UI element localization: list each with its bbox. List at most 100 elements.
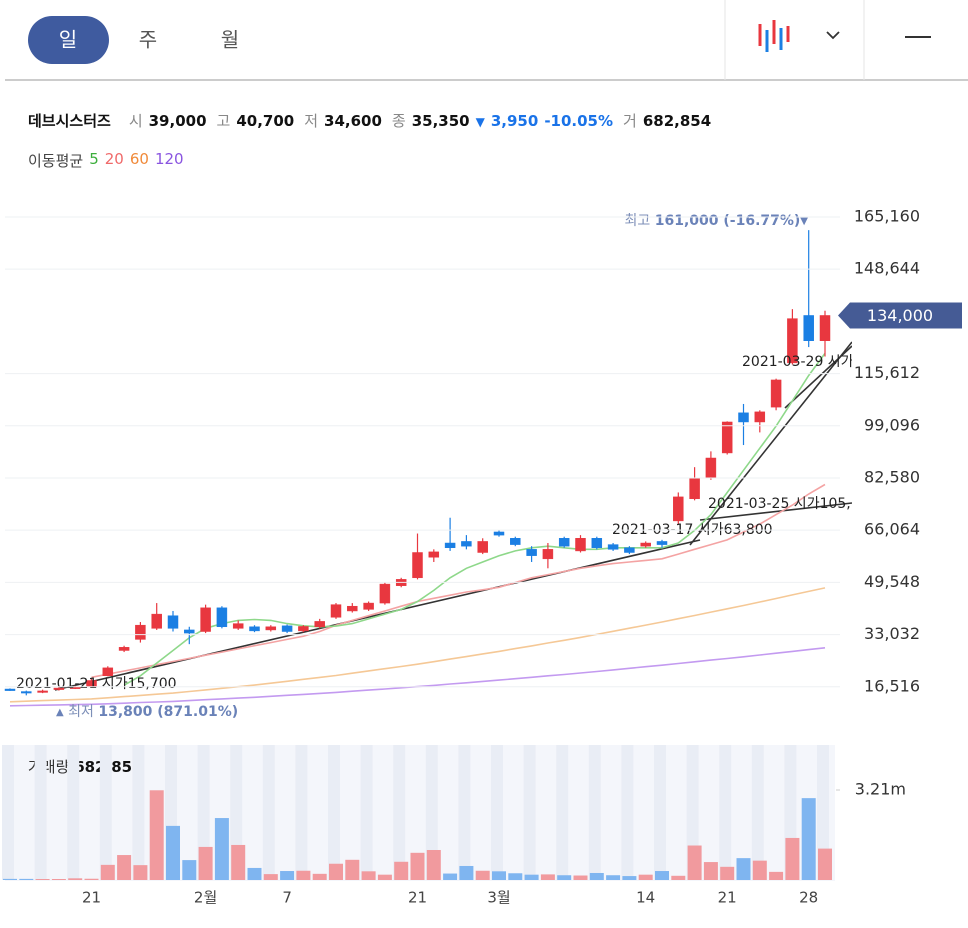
volume-bar	[312, 873, 327, 880]
volume-bar	[703, 862, 718, 880]
volume-bar	[443, 873, 458, 880]
candle-body	[298, 626, 309, 632]
chart-type-button[interactable]	[758, 20, 790, 52]
change: 3,950	[490, 112, 539, 130]
candle-body	[102, 667, 114, 677]
x-tick-label: 21	[82, 889, 101, 907]
volume-stripe	[99, 745, 112, 880]
ma-line	[9, 587, 826, 703]
volume-bar	[655, 871, 669, 880]
volume-stripe	[751, 745, 764, 880]
candle-body	[118, 647, 130, 651]
legend-entry: 120	[154, 150, 184, 168]
candle-body	[232, 623, 244, 629]
low-arrow: ▲	[56, 707, 64, 718]
y-tick-label: 49,548	[864, 572, 920, 591]
low-value: 13,800 (871.01%)	[98, 704, 238, 720]
candle-body	[21, 691, 32, 694]
volume-stripe	[817, 745, 829, 880]
candle-body	[167, 615, 179, 629]
volume-bar	[214, 818, 229, 880]
volume-bar	[394, 861, 409, 880]
candle-body	[477, 541, 488, 553]
volume-bar	[296, 870, 311, 880]
volume-bar	[622, 876, 637, 880]
volume-bar	[117, 855, 132, 880]
candle-body	[4, 688, 16, 691]
x-tick-label: 3월	[487, 889, 510, 907]
volume-bar	[785, 837, 800, 880]
volume-stripe	[360, 745, 373, 880]
volume-bar	[280, 871, 295, 880]
volume-stripe	[458, 745, 471, 880]
candle-body	[510, 538, 521, 545]
volume-value: 682,854	[642, 112, 712, 130]
candle-body	[640, 542, 651, 547]
volume-bar	[3, 878, 17, 880]
ma-title: 이동평균	[28, 152, 84, 170]
volume-bar	[19, 878, 34, 880]
candle-body	[721, 421, 733, 454]
volume-bar	[671, 875, 686, 880]
ma-legend: 이동평균 5 20 60 120	[28, 150, 184, 171]
volume-bar	[687, 845, 702, 880]
period-tab[interactable]: 주	[139, 28, 157, 52]
x-tick-label: 21	[718, 889, 737, 907]
x-tick-label: 14	[636, 889, 655, 907]
volume-stripe	[34, 745, 47, 880]
volume-bar	[361, 871, 376, 880]
period-tab[interactable]: 월	[221, 28, 239, 52]
field-value: 35,350	[411, 112, 470, 130]
volume-bar	[524, 874, 539, 880]
candle-body	[37, 690, 48, 693]
volume-stripe	[2, 745, 14, 880]
y-tick-label: 16,516	[864, 676, 920, 695]
volume-stripe	[588, 745, 601, 880]
y-tick-label: 165,160	[854, 206, 920, 225]
y-tick-label: 115,612	[854, 363, 920, 382]
volume-label: 거래량	[28, 758, 70, 776]
y-tick-label: 148,644	[854, 259, 920, 278]
low-label: 최저	[68, 704, 94, 720]
y-tick-label: 33,032	[864, 624, 920, 643]
volume-bar	[68, 878, 83, 880]
volume-label: 거	[623, 112, 637, 130]
low-annotation: ▲ 최저 13,800 (871.01%)	[56, 704, 238, 720]
candle-body	[265, 626, 277, 631]
volume-bar	[540, 874, 555, 880]
volume-bar	[769, 871, 784, 880]
volume-bar	[377, 874, 392, 880]
volume-bar	[720, 866, 735, 880]
high-arrow: ▼	[800, 216, 808, 227]
y-tick-label: 66,064	[864, 520, 920, 539]
candle-body	[575, 538, 586, 552]
volume-bar	[166, 825, 180, 880]
volume-bar	[818, 848, 832, 880]
volume-bar	[35, 879, 50, 880]
ma-line	[123, 352, 826, 686]
candle-body	[787, 318, 798, 364]
volume-bar	[51, 879, 66, 880]
y-tick-label: 82,580	[864, 467, 920, 486]
dropdown-chevron[interactable]	[826, 31, 840, 40]
volume-stripe	[491, 745, 503, 880]
volume-bar	[606, 875, 621, 880]
stock-name: 데브시스터즈	[28, 112, 111, 130]
trend-lines	[54, 341, 852, 691]
active-tab-bg	[28, 16, 109, 64]
volume-bar	[475, 870, 490, 880]
volume-stripe	[197, 745, 210, 880]
volume-stripe	[328, 745, 340, 880]
period-tab[interactable]: 일	[59, 28, 77, 52]
trend-label: 2021-01-21 시가15,700	[16, 676, 177, 692]
volume-bar	[100, 864, 115, 880]
candle-body	[607, 544, 619, 550]
volume-bar	[329, 863, 343, 880]
volume-bar	[410, 852, 425, 880]
volume-stripe	[556, 745, 569, 880]
field-value: 34,600	[324, 112, 382, 130]
legend-entry: 5	[89, 150, 99, 168]
ma-line	[91, 483, 826, 679]
candle-body	[444, 542, 456, 549]
